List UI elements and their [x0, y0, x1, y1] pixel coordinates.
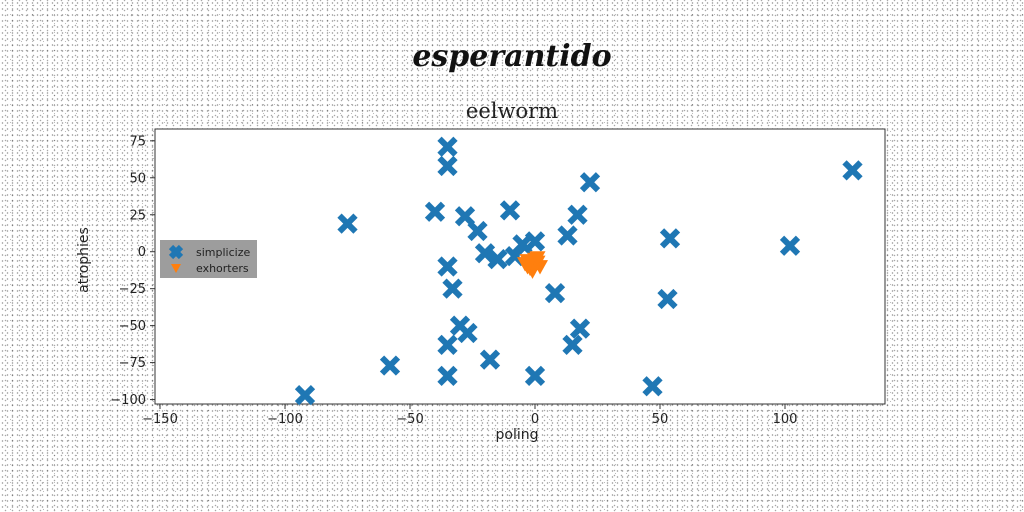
legend-marker-exhorters [171, 264, 181, 273]
simplicize-point [479, 349, 501, 370]
simplicize-point [642, 376, 663, 397]
x-tick-label: 100 [773, 412, 798, 427]
legend-label: exhorters [196, 262, 249, 275]
simplicize-point [842, 160, 863, 181]
simplicize-point [294, 385, 316, 406]
simplicize-point [437, 334, 458, 355]
simplicize-point [499, 200, 521, 221]
simplicize-point [424, 201, 446, 222]
simplicize-point [487, 248, 508, 270]
plot-area [154, 128, 886, 405]
exhorters-point [529, 251, 546, 266]
x-tick-label: −100 [267, 412, 303, 427]
y-tick-label: −25 [119, 282, 146, 297]
x-tick-label: 50 [652, 412, 669, 427]
simplicize-point [569, 318, 591, 339]
y-tick-label: 75 [129, 134, 146, 149]
simplicize-point [379, 355, 401, 376]
exhorters-point [519, 260, 536, 275]
legend-marker-simplicize [168, 244, 184, 260]
simplicize-point [779, 235, 801, 256]
simplicize-point [437, 136, 458, 157]
simplicize-point [567, 204, 588, 225]
exhorters-point [532, 260, 548, 275]
simplicize-point [659, 228, 681, 249]
y-axis-label: atrophies [76, 227, 92, 293]
simplicize-point [457, 322, 478, 344]
simplicize-point [557, 225, 578, 246]
simplicize-point [437, 256, 458, 277]
x-tick-label: 0 [531, 412, 539, 427]
legend: simplicize exhorters [160, 240, 257, 278]
simplicize-point [467, 220, 488, 242]
y-axis: 75 50 25 0 −25 −50 −75 −100 [110, 134, 155, 408]
y-tick-label: 0 [138, 245, 146, 260]
simplicize-point [474, 243, 496, 264]
chart-title: eelworm [466, 99, 558, 123]
simplicize-point [544, 282, 566, 304]
y-tick-label: −75 [119, 356, 146, 371]
simplicize-point [524, 231, 546, 252]
y-tick-label: −50 [119, 319, 146, 334]
y-tick-label: 25 [129, 208, 146, 223]
x-axis: −150 −100 −50 0 50 100 [142, 404, 797, 427]
y-tick-label: 50 [129, 171, 146, 186]
simplicize-point [579, 172, 601, 193]
data-marks [294, 136, 863, 406]
y-tick-label: −100 [110, 393, 146, 408]
simplicize-point [442, 278, 463, 299]
simplicize-point [337, 213, 358, 234]
simplicize-point [657, 288, 678, 310]
simplicize-point [562, 334, 583, 355]
figure-suptitle: esperantido [412, 39, 611, 74]
simplicize-point [454, 206, 476, 227]
simplicize-point [524, 365, 546, 387]
x-tick-label: −50 [396, 412, 423, 427]
x-axis-label: poling [496, 427, 539, 443]
simplicize-point [437, 155, 458, 177]
simplicize-point [437, 365, 458, 387]
x-tick-label: −150 [142, 412, 178, 427]
legend-label: simplicize [196, 246, 250, 259]
